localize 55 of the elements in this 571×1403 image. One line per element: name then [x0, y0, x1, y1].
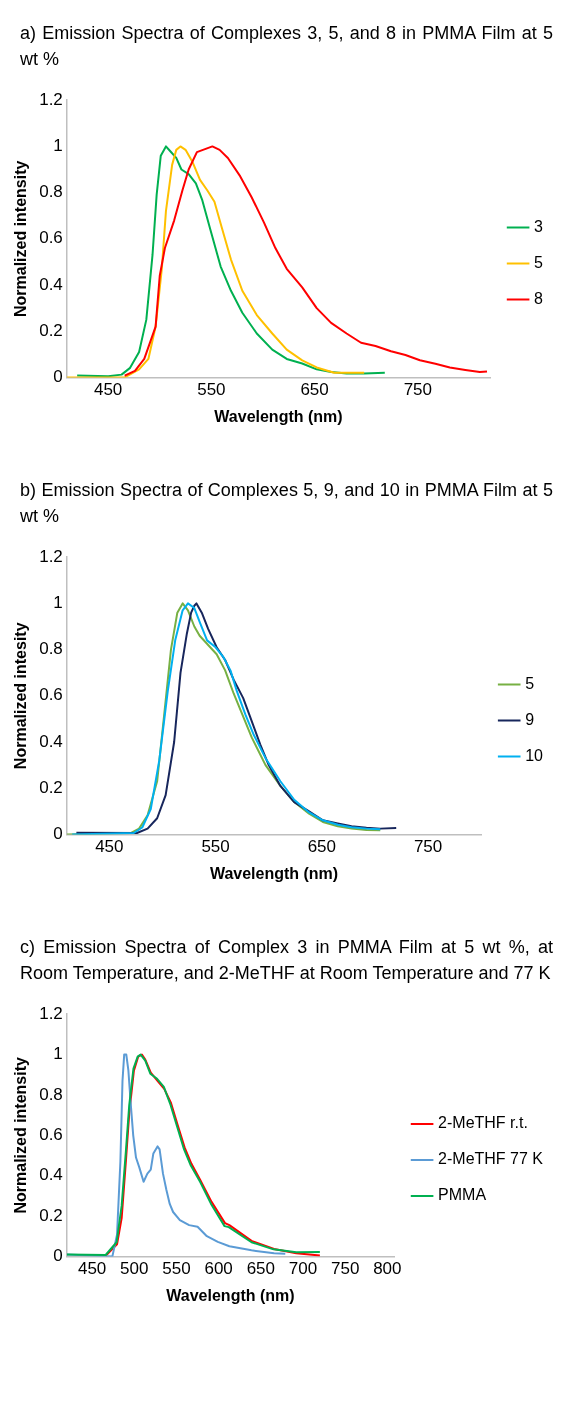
y-axis-title: Normalized intensity — [12, 160, 30, 318]
y-tick-label: 0.8 — [39, 639, 63, 659]
y-tick-label: 1 — [53, 593, 63, 613]
legend-label: PMMA — [438, 1186, 487, 1204]
chart-title: b) Emission Spectra of Complexes 5, 9, and 10 in PMMA Film at 5 wt % — [19, 479, 554, 528]
x-tick-label: 450 — [77, 1259, 107, 1279]
legend-label: 5 — [525, 674, 535, 692]
legend-label: 2-MeTHF r.t. — [438, 1114, 528, 1132]
x-tick-label: 800 — [373, 1259, 402, 1279]
x-tick-label: 700 — [288, 1259, 318, 1279]
y-tick-label: 0.8 — [39, 182, 63, 202]
x-tick-label: 550 — [201, 837, 230, 857]
y-tick-label: 0.6 — [39, 1124, 63, 1144]
y-tick-label: 0.2 — [39, 320, 63, 340]
x-tick-label: 750 — [413, 837, 443, 857]
x-axis-title: Wavelength (nm) — [209, 864, 339, 882]
x-tick-label: 650 — [300, 380, 329, 400]
x-tick-label: 450 — [95, 837, 124, 857]
legend-label: 10 — [525, 746, 544, 764]
x-tick-label: 650 — [246, 1259, 276, 1279]
x-tick-label: 450 — [93, 380, 123, 400]
x-tick-label: 750 — [330, 1259, 360, 1279]
chart-title: c) Emission Spectra of Complex 3 in PMMA Film at 5 wt %, at Room Temperature, and 2-MeTHF at Room Temperature and 77 K — [19, 936, 554, 985]
y-tick-label: 0.2 — [39, 777, 63, 797]
chart-title: a) Emission Spectra of Complexes 3, 5, and 8 in PMMA Film at 5 wt % — [19, 22, 554, 71]
legend-label: 2-MeTHF 77 K — [438, 1150, 544, 1168]
y-axis-title: Normalized intesity — [12, 622, 30, 770]
x-tick-label: 550 — [197, 380, 226, 400]
y-tick-label: 0.2 — [39, 1205, 63, 1225]
y-tick-label: 1.2 — [39, 89, 63, 109]
x-tick-label: 650 — [307, 837, 337, 857]
legend-label: 8 — [534, 289, 544, 307]
x-tick-label: 550 — [162, 1259, 191, 1279]
y-tick-label: 0 — [53, 1246, 63, 1266]
y-tick-label: 0 — [53, 824, 63, 844]
y-tick-label: 0.4 — [39, 731, 63, 751]
x-tick-label: 600 — [204, 1259, 233, 1279]
legend-label: 3 — [534, 217, 544, 235]
x-tick-label: 500 — [120, 1259, 149, 1279]
x-axis-title: Wavelength (nm) — [214, 407, 343, 425]
legend-label: 9 — [525, 710, 535, 728]
y-tick-label: 0.6 — [39, 685, 63, 705]
y-axis-title: Normalized intensity — [12, 1056, 30, 1214]
legend-label: 5 — [534, 253, 544, 271]
x-axis-title: Wavelength (nm) — [166, 1286, 295, 1304]
y-tick-label: 0 — [53, 367, 63, 387]
y-tick-label: 0.4 — [39, 274, 63, 294]
y-tick-label: 0.4 — [39, 1165, 63, 1185]
y-tick-label: 1 — [53, 136, 63, 156]
x-tick-label: 750 — [403, 380, 433, 400]
y-tick-label: 1.2 — [39, 1003, 63, 1023]
y-tick-label: 0.8 — [39, 1084, 63, 1104]
y-tick-label: 1.2 — [39, 546, 63, 566]
y-tick-label: 1 — [53, 1044, 63, 1064]
y-tick-label: 0.6 — [39, 228, 63, 248]
